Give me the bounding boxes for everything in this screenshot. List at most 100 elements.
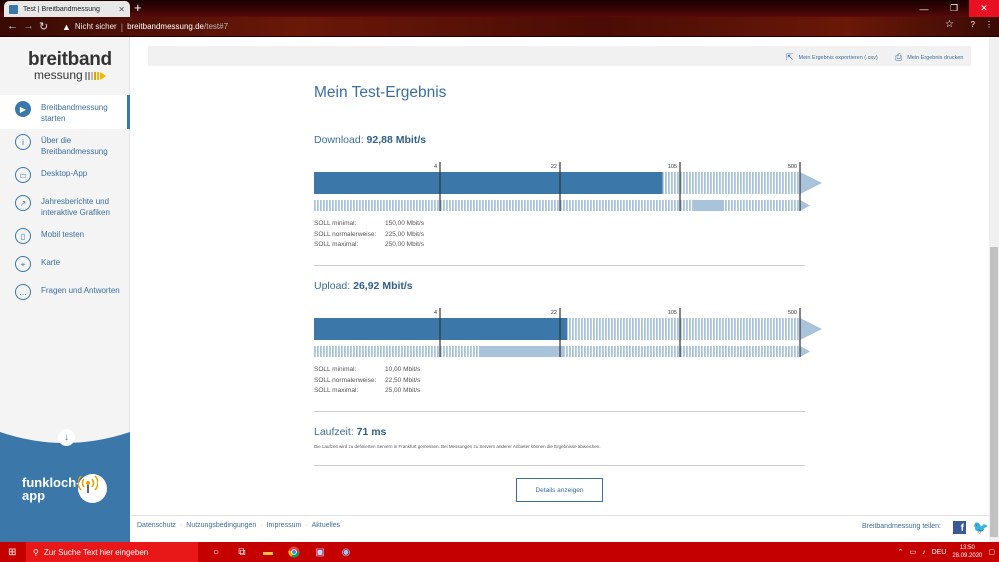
favicon-icon: [9, 4, 18, 14]
details-button[interactable]: Details anzeigen: [516, 478, 603, 502]
soll-stripe: [584, 346, 586, 357]
soll-stripe: [737, 346, 739, 357]
scale-stripe: [713, 318, 715, 340]
address-bar[interactable]: ▲ Nicht sicher | breitbandmessung.de/tes…: [62, 19, 954, 32]
notification-icon[interactable]: ▢: [988, 549, 995, 556]
minimize-icon[interactable]: —: [919, 3, 929, 14]
chrome-icon[interactable]: [288, 546, 300, 558]
app-icon[interactable]: ▣: [315, 546, 325, 558]
facebook-icon[interactable]: f: [953, 521, 966, 534]
soll-stripe: [566, 346, 568, 357]
soll-stripe: [788, 346, 790, 357]
soll-stripe: [533, 200, 535, 211]
scale-stripe: [710, 318, 712, 340]
breitbandmessung-logo[interactable]: breitband messung: [28, 49, 112, 82]
soll-stripe: [752, 346, 754, 357]
scale-stripe: [761, 318, 763, 340]
scale-stripe: [737, 172, 739, 194]
print-link[interactable]: ⎙ Mein Ergebnis drucken: [895, 52, 964, 62]
close-window-icon[interactable]: ✕: [969, 0, 999, 17]
funkloch-app-promo[interactable]: ↓ funkloch- app: [0, 429, 130, 542]
windows-start-icon[interactable]: ⊞: [8, 547, 17, 558]
scale-stripe: [791, 318, 793, 340]
soll-stripe: [326, 346, 328, 357]
soll-stripe: [398, 200, 400, 211]
soll-stripe: [638, 200, 640, 211]
file-explorer-icon[interactable]: ▬: [263, 546, 273, 558]
scale-tick-label: 22: [551, 164, 557, 170]
scroll-down-icon[interactable]: ↓: [58, 429, 75, 446]
scale-stripe: [665, 172, 667, 194]
soll-stripe: [581, 346, 583, 357]
scale-arrow: [800, 172, 822, 194]
soll-stripe: [407, 200, 409, 211]
upload-title: Upload: 26,92 Mbit/s: [314, 280, 413, 292]
forward-icon[interactable]: →: [23, 20, 34, 32]
soll-stripe: [740, 346, 742, 357]
taskbar-search[interactable]: ⚲ Zur Suche Text hier eingeben: [26, 542, 198, 562]
soll-stripe: [566, 200, 568, 211]
soll-stripe: [413, 200, 415, 211]
scale-stripe: [794, 172, 796, 194]
soll-stripe: [422, 346, 424, 357]
soll-stripe: [347, 346, 349, 357]
scale-tick-label: 105: [668, 164, 677, 170]
monitor-icon: ▭: [15, 167, 31, 183]
scrollbar-thumb[interactable]: [990, 247, 998, 537]
close-tab-icon[interactable]: ✕: [118, 4, 125, 14]
sidebar-item-ueber[interactable]: i Über die Breitbandmessung: [0, 129, 130, 162]
export-csv-link[interactable]: ⇱ Mein Ergebnis exportieren (.csv): [786, 52, 878, 62]
scale-stripe: [590, 318, 592, 340]
info-icon: i: [15, 134, 31, 150]
sidebar-item-karte[interactable]: ⌖ Karte: [0, 251, 130, 279]
bookmark-star-icon[interactable]: ☆: [945, 19, 954, 30]
soll-stripe: [416, 346, 418, 357]
sidebar-item-messung-starten[interactable]: ▶ Breitbandmessung starten: [0, 95, 130, 129]
soll-stripe: [473, 346, 475, 357]
scale-stripe: [668, 318, 670, 340]
scale-stripe: [761, 172, 763, 194]
scale-stripe: [779, 172, 781, 194]
sidebar-item-desktop-app[interactable]: ▭ Desktop-App: [0, 162, 130, 190]
sidebar-item-faq[interactable]: … Fragen und Antworten: [0, 279, 130, 307]
download-title: Download: 92,88 Mbit/s: [314, 134, 427, 146]
tray-chevron-icon[interactable]: ⌃: [897, 549, 904, 556]
footer-link-impressum[interactable]: Impressum: [266, 522, 302, 529]
sidebar-item-jahresberichte[interactable]: ↗ Jahresberichte und interaktive Grafike…: [0, 190, 130, 223]
network-app-icon[interactable]: ◉: [341, 546, 351, 558]
task-view-icon[interactable]: ⧉: [238, 546, 246, 558]
sidebar-item-mobil[interactable]: ▯ Mobil testen: [0, 223, 130, 251]
soll-stripe: [596, 346, 598, 357]
scale-stripe: [662, 172, 664, 194]
soll-stripe: [725, 346, 727, 357]
soll-stripe: [548, 200, 550, 211]
twitter-icon[interactable]: 🐦: [972, 520, 989, 535]
menu-icon[interactable]: ⋮: [985, 20, 993, 29]
clock[interactable]: 13:50 28.09.2020: [952, 545, 983, 559]
soll-stripe: [356, 200, 358, 211]
reload-icon[interactable]: ↻: [39, 21, 49, 33]
soll-stripe: [410, 346, 412, 357]
footer-link-nutzungsbedingungen[interactable]: Nutzungsbedingungen: [186, 522, 257, 529]
footer-link-datenschutz[interactable]: Datenschutz: [137, 522, 176, 529]
page-scrollbar[interactable]: [989, 37, 999, 542]
browser-tab[interactable]: Test | Breitbandmessung ✕: [4, 1, 130, 17]
language-indicator[interactable]: DEU: [931, 548, 947, 556]
soll-stripe: [413, 346, 415, 357]
soll-stripe: [641, 346, 643, 357]
maximize-icon[interactable]: ❐: [949, 3, 959, 13]
footer-link-aktuelles[interactable]: Aktuelles: [311, 522, 341, 529]
scale-stripe: [680, 172, 682, 194]
soll-stripe: [623, 200, 625, 211]
chart-icon: ↗: [15, 195, 31, 211]
new-tab-icon[interactable]: +: [134, 0, 142, 15]
extension-icon[interactable]: ?: [970, 20, 975, 29]
soll-stripe: [485, 200, 487, 211]
network-icon[interactable]: ▭: [909, 549, 917, 556]
scale-stripe: [614, 318, 616, 340]
scale-stripe: [698, 318, 700, 340]
cortana-icon[interactable]: ○: [212, 546, 220, 558]
back-icon[interactable]: ←: [7, 20, 18, 32]
volume-icon[interactable]: ♪: [922, 548, 926, 556]
scale-stripe: [710, 172, 712, 194]
